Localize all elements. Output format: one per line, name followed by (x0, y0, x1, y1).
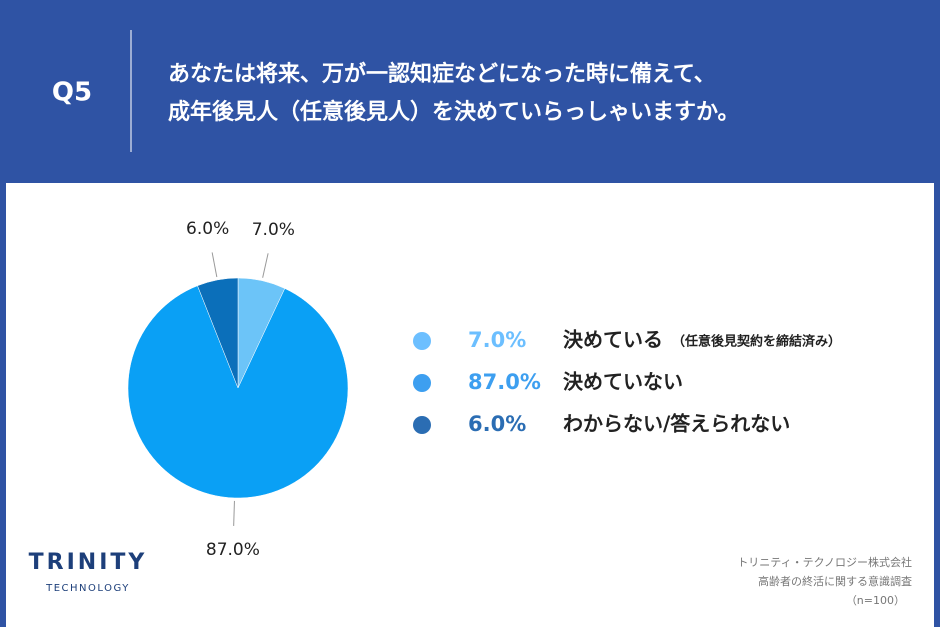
legend-note: （任意後見契約を締結済み） (672, 334, 841, 350)
pie-slice (127, 285, 349, 499)
title-line: 成年後見人（任意後見人）を決めていらっしゃいますか。 (168, 99, 740, 125)
leader-line (233, 500, 235, 526)
legend-marker (413, 416, 431, 434)
leader-line (211, 252, 218, 278)
logo-sub: TECHNOLOGY (45, 583, 130, 594)
legend-value: 6.0% (468, 412, 526, 436)
legend-value: 87.0% (468, 370, 541, 394)
legend-label: 決めていない (563, 370, 683, 394)
source-line: （n=100） (846, 594, 905, 607)
source-line: トリニティ・テクノロジー株式会社 (737, 555, 912, 569)
pie-slice (197, 277, 239, 389)
legend-label: 決めている (563, 328, 663, 352)
legend-label: わからない/答えられない (563, 412, 790, 436)
title-line: あなたは将来、万が一認知症などになった時に備えて、 (168, 61, 716, 87)
legend-marker (413, 374, 431, 392)
legend-value: 7.0% (468, 328, 526, 352)
slice-label: 7.0% (252, 220, 295, 240)
leader-line (262, 253, 269, 278)
source-line: 高齢者の終活に関する意識調査 (758, 574, 912, 588)
legend-marker (413, 332, 431, 350)
logo-name: TRINITY (29, 550, 148, 575)
slice-label: 87.0% (206, 540, 260, 560)
slice-label: 6.0% (186, 219, 229, 239)
question-label: Q5 (52, 78, 92, 108)
